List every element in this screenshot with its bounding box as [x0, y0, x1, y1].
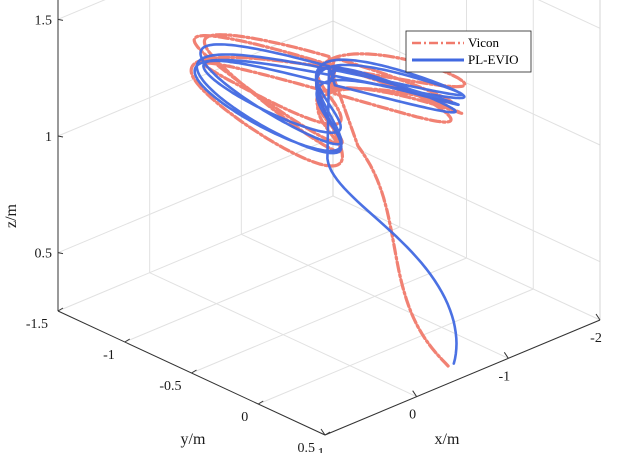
z-tick-label: 1	[45, 130, 52, 145]
y-tick-mark	[57, 307, 64, 312]
wall-grid-line	[332, 137, 601, 263]
series-line-pl-evio	[193, 43, 466, 365]
x-tick-label: -1	[498, 369, 510, 384]
z-tick-label: 0.5	[35, 247, 53, 262]
legend: Vicon PL-EVIO	[405, 30, 532, 73]
y-tick-label: -1	[103, 348, 115, 363]
legend-label-vicon: Vicon	[468, 35, 499, 50]
x-axis-line	[324, 319, 601, 436]
z-tick-mark	[57, 135, 64, 138]
z-tick-label: 1.5	[35, 13, 53, 28]
y-tick-label: 0.5	[298, 441, 316, 453]
plot-area	[189, 33, 467, 368]
x-tick-label: 0	[409, 408, 416, 423]
wall-grid-line	[537, 0, 601, 29]
z-axis-label: z/m	[3, 203, 20, 228]
y-tick-mark	[191, 369, 197, 374]
x-tick-mark	[503, 352, 509, 359]
x-tick-mark	[320, 428, 326, 436]
x-axis-label: x/m	[435, 431, 460, 448]
y-tick-label: -1.5	[26, 317, 48, 332]
y-tick-mark	[324, 431, 331, 436]
y-tick-mark	[124, 338, 131, 343]
x-tick-mark	[595, 313, 601, 321]
wall-grid-line	[332, 20, 601, 146]
wall-grid-line	[57, 20, 334, 137]
x-tick-label: 1	[318, 446, 325, 453]
floor-grid-line	[191, 257, 467, 374]
floor-grid-line	[124, 226, 400, 343]
z-tick-mark	[57, 252, 64, 255]
wall-grid-line	[57, 0, 106, 20]
legend-box	[405, 30, 532, 73]
floor-grid-line	[258, 288, 534, 405]
wall-grid-line	[57, 137, 334, 254]
legend-label-pl-evio: PL-EVIO	[468, 52, 519, 67]
z-tick-mark	[57, 18, 64, 21]
tick-labels: -2-101-1.5-1-0.500.50.511.5	[26, 13, 602, 453]
y-tick-label: -0.5	[159, 379, 181, 394]
x-tick-label: -2	[590, 331, 602, 346]
y-tick-label: 0	[241, 410, 248, 425]
floor-grid-line	[57, 195, 334, 312]
y-tick-mark	[257, 400, 264, 405]
x-tick-mark	[412, 390, 418, 397]
axes	[57, 0, 601, 436]
y-axis-label: y/m	[181, 431, 206, 448]
